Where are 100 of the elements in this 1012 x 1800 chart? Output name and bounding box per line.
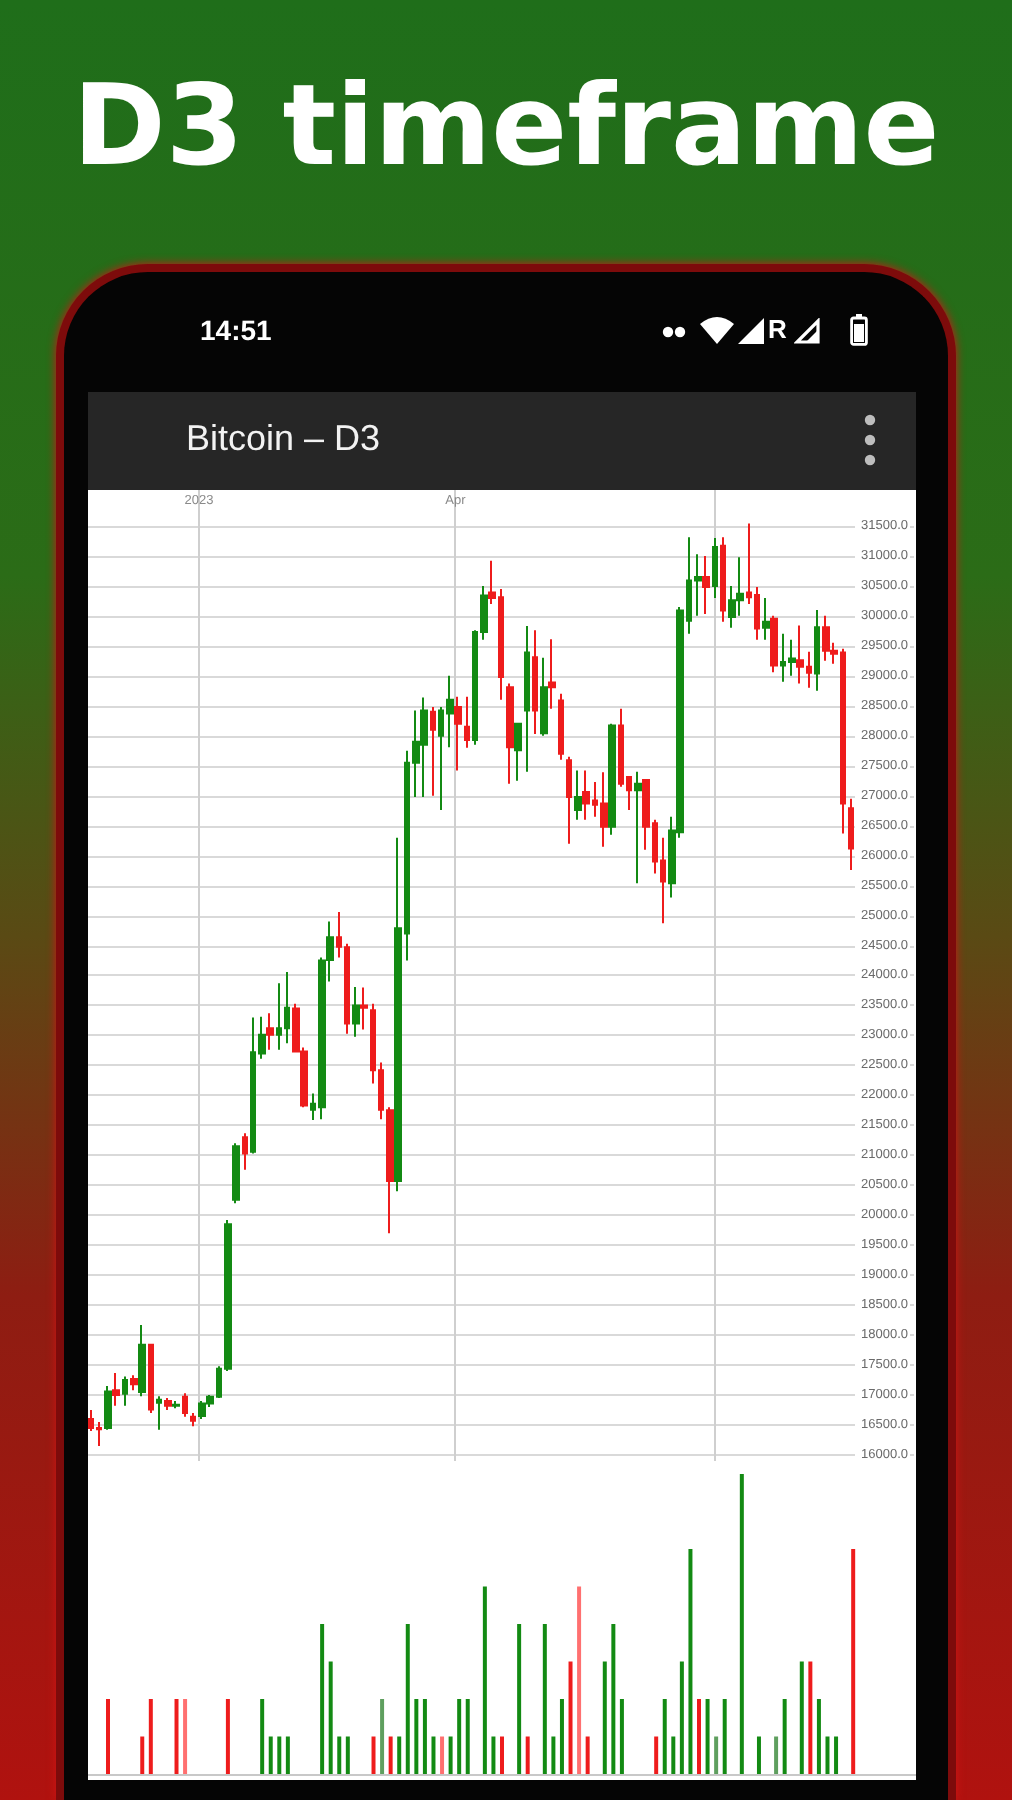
candlestick — [814, 608, 820, 692]
candlestick — [172, 1400, 180, 1410]
candlestick — [156, 1395, 162, 1431]
bar — [448, 1736, 453, 1774]
candlestick — [788, 638, 796, 677]
bar — [756, 1736, 761, 1774]
bar — [697, 1699, 702, 1774]
bar — [388, 1736, 393, 1774]
bar — [431, 1736, 436, 1774]
candlestick — [138, 1323, 146, 1398]
candlestick — [148, 1343, 154, 1415]
candlestick — [420, 696, 428, 798]
bar — [140, 1736, 145, 1774]
candlestick — [198, 1400, 206, 1421]
candlestick — [532, 629, 538, 735]
candlestick — [266, 1012, 274, 1051]
candlestick — [112, 1371, 120, 1407]
bar — [414, 1699, 419, 1774]
bar — [834, 1736, 839, 1774]
candlestick — [548, 638, 556, 710]
bar — [714, 1736, 719, 1774]
bar — [148, 1699, 153, 1774]
candlestick — [104, 1385, 112, 1431]
bar — [654, 1736, 659, 1774]
candlestick — [514, 722, 522, 782]
bar — [277, 1736, 282, 1774]
candlestick — [506, 682, 514, 785]
candlestick — [122, 1375, 128, 1407]
bar — [405, 1624, 410, 1774]
bar — [268, 1736, 273, 1774]
candlestick — [712, 536, 718, 599]
candlestick — [242, 1132, 248, 1171]
chart-title: D3 timeframe — [72, 62, 940, 192]
bar — [799, 1661, 804, 1774]
bar — [679, 1661, 684, 1774]
candlestick — [600, 771, 608, 848]
bar — [422, 1699, 427, 1774]
candlestick — [454, 695, 462, 772]
bar — [585, 1736, 590, 1774]
candlestick — [796, 624, 804, 685]
bar — [183, 1699, 188, 1774]
candlestick — [182, 1392, 188, 1418]
candlestick — [284, 970, 290, 1045]
bar — [328, 1661, 333, 1774]
bar — [457, 1699, 462, 1774]
bar — [619, 1699, 624, 1774]
bar — [440, 1736, 445, 1774]
candlestick — [130, 1374, 138, 1392]
bar — [285, 1736, 290, 1774]
candlestick — [702, 554, 710, 616]
candlestick — [360, 986, 368, 1031]
bar — [517, 1624, 522, 1774]
bar — [602, 1661, 607, 1774]
text: 14:51 — [200, 314, 272, 346]
bar — [337, 1736, 342, 1774]
bar — [808, 1661, 813, 1774]
bar — [688, 1549, 693, 1774]
bar — [174, 1699, 179, 1774]
bar — [225, 1699, 230, 1774]
candlestick — [164, 1397, 172, 1412]
candlestick — [720, 536, 726, 623]
candlestick — [464, 695, 470, 749]
candlestick — [634, 770, 642, 885]
candlestick — [848, 797, 854, 872]
candlestick — [608, 722, 616, 836]
bar — [320, 1624, 325, 1774]
chart-subtitle: Bitcoin – D3 — [186, 418, 381, 458]
bar — [662, 1699, 667, 1774]
bar — [671, 1736, 676, 1774]
candlestick — [574, 769, 582, 821]
bar — [559, 1699, 564, 1774]
bar — [465, 1699, 470, 1774]
bar — [105, 1699, 110, 1774]
candlestick — [582, 769, 590, 821]
bar — [577, 1586, 582, 1774]
candlestick — [822, 614, 830, 662]
bar — [568, 1661, 573, 1774]
candlestick — [762, 596, 770, 641]
bar — [380, 1699, 385, 1774]
candlestick — [770, 614, 778, 674]
bar — [345, 1736, 350, 1774]
bar — [397, 1736, 402, 1774]
candlestick — [540, 656, 548, 737]
bar — [500, 1736, 504, 1774]
bar — [611, 1624, 616, 1774]
bar — [825, 1736, 830, 1774]
candlestick — [190, 1412, 196, 1428]
bar — [371, 1736, 376, 1774]
bar — [525, 1736, 530, 1774]
candlestick — [524, 625, 530, 773]
bar — [491, 1736, 496, 1774]
bar — [816, 1699, 821, 1774]
bar — [782, 1699, 787, 1774]
candlestick — [430, 705, 436, 797]
bar — [482, 1586, 487, 1774]
bar — [774, 1736, 779, 1774]
bar — [705, 1699, 710, 1774]
text: R — [768, 314, 787, 344]
candlestick — [352, 985, 360, 1038]
candlestick — [566, 755, 572, 845]
